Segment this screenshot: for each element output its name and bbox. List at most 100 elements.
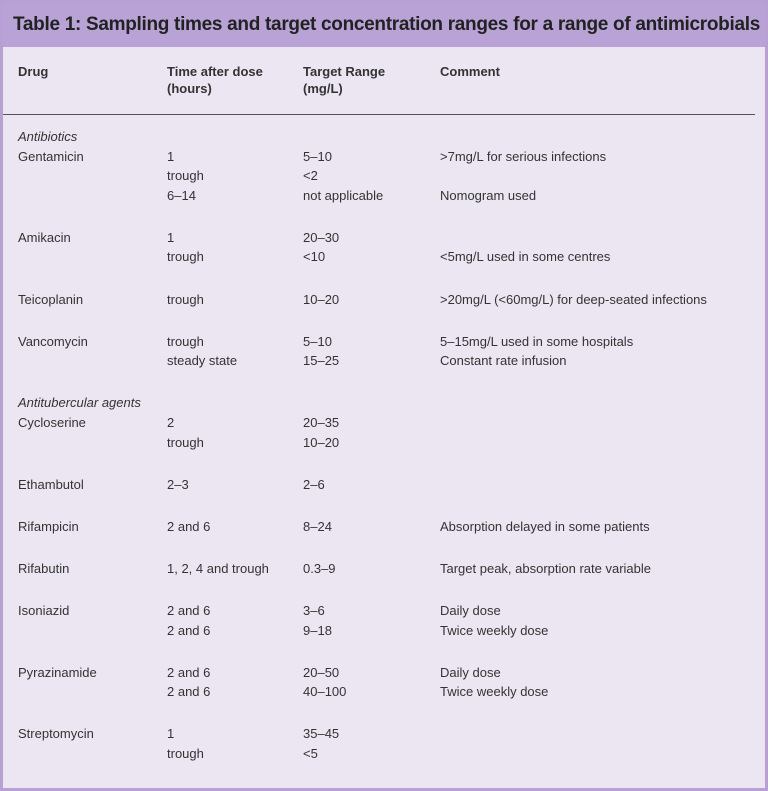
time-cell: 1, 2, 4 and trough [167, 560, 269, 576]
table-row: Streptomycin 1 35–45 [18, 724, 765, 744]
time-cell: 2 and 6 [167, 684, 211, 700]
drug-block: Cycloserine 2 20–35 trough 10–20 [18, 413, 765, 452]
comment-cell: 5–15mg/L used in some hospitals [440, 333, 634, 349]
comment-cell: <5mg/L used in some centres [440, 249, 611, 265]
range-cell: <10 [303, 249, 326, 265]
range-cell: 0.3–9 [303, 560, 336, 576]
drug-name [18, 166, 167, 186]
time-cell: 1 [167, 148, 175, 164]
header-line: Drug [18, 64, 49, 79]
time-cell: 2 [167, 414, 175, 430]
time-cell: 1 [167, 726, 175, 742]
header-line: Time after dose [167, 64, 263, 79]
header-cell: Time after dose (hours) [167, 63, 303, 114]
table-row: trough <2 [18, 166, 765, 186]
table-body: Antibiotics Gentamicin 1 5–10 >7mg/L for ser… [3, 115, 765, 763]
drug-name: Pyrazinamide [18, 664, 97, 680]
comment-cell: >20mg/L (<60mg/L) for deep-seated infect… [440, 291, 707, 307]
comment-cell: Daily dose [440, 602, 501, 618]
range-cell: <5 [303, 745, 318, 761]
drug-name: Amikacin [18, 229, 71, 245]
drug-name: Streptomycin [18, 726, 94, 742]
table-row: Rifabutin 1, 2, 4 and trough 0.3–9 Target p… [18, 559, 765, 579]
time-cell: trough [167, 745, 204, 761]
table-row: Isoniazid 2 and 6 3–6 Daily dose [18, 601, 765, 621]
header-line: Comment [440, 64, 500, 79]
drug-name: Gentamicin [18, 148, 84, 164]
range-cell: 3–6 [303, 602, 325, 618]
comment-cell [440, 724, 765, 744]
header-line: (mg/L) [303, 81, 343, 96]
drug-block: Amikacin 1 20–30 trough <10 <5mg/L used in so… [18, 228, 765, 267]
range-cell: 5–10 [303, 148, 332, 164]
comment-cell [440, 744, 765, 764]
drug-name [18, 186, 167, 206]
range-cell: 10–20 [303, 434, 340, 450]
comment-cell [440, 166, 765, 186]
drug-block: Isoniazid 2 and 6 3–6 Daily dose 2 and 6 9–18… [18, 601, 765, 640]
drug-name: Teicoplanin [18, 291, 84, 307]
time-cell: trough [167, 434, 204, 450]
range-cell: <2 [303, 168, 318, 184]
comment-cell: >7mg/L for serious infections [440, 148, 607, 164]
range-cell: not applicable [303, 187, 384, 203]
time-cell: 2 and 6 [167, 622, 211, 638]
section-label: Antibiotics [18, 129, 78, 144]
drug-block: Ethambutol 2–3 2–6 [18, 475, 765, 495]
comment-cell [440, 475, 765, 495]
drug-block: Teicoplanin trough 10–20 >20mg/L (<60mg/L) … [18, 290, 765, 310]
time-cell: 1 [167, 229, 175, 245]
drug-block: Rifampicin 2 and 6 8–24 Absorption delayed … [18, 517, 765, 537]
range-cell: 2–6 [303, 476, 325, 492]
drug-name: Cycloserine [18, 414, 86, 430]
range-cell: 40–100 [303, 684, 347, 700]
time-cell: trough [167, 291, 204, 307]
drug-block: Pyrazinamide 2 and 6 20–50 Daily dose 2 and … [18, 663, 765, 702]
range-cell: 9–18 [303, 622, 332, 638]
comment-cell: Target peak, absorption rate variable [440, 560, 652, 576]
drug-block: Rifabutin 1, 2, 4 and trough 0.3–9 Target p… [18, 559, 765, 579]
drug-name [18, 351, 167, 371]
table-row: Vancomycin trough 5–10 5–15mg/L used in som… [18, 332, 765, 352]
drug-name: Vancomycin [18, 333, 88, 349]
drug-name [18, 433, 167, 453]
time-cell: trough [167, 333, 204, 349]
drug-name: Rifabutin [18, 560, 70, 576]
time-cell: 2 and 6 [167, 664, 211, 680]
header-row: Drug Time after dose (hours) Target Range (m… [3, 47, 755, 115]
header-line: (hours) [167, 81, 212, 96]
range-cell: 10–20 [303, 291, 340, 307]
range-cell: 5–10 [303, 333, 332, 349]
header-line: Target Range [303, 64, 386, 79]
range-cell: 15–25 [303, 353, 340, 369]
comment-cell: Twice weekly dose [440, 622, 549, 638]
table-row: Cycloserine 2 20–35 [18, 413, 765, 433]
drug-name: Isoniazid [18, 602, 70, 618]
header-cell: Target Range (mg/L) [303, 63, 440, 114]
range-cell: 35–45 [303, 726, 340, 742]
drug-block: Vancomycin trough 5–10 5–15mg/L used in som… [18, 332, 765, 371]
comment-cell: Constant rate infusion [440, 353, 567, 369]
table-row: Gentamicin 1 5–10 >7mg/L for serious infect… [18, 147, 765, 167]
time-cell: 2–3 [167, 476, 189, 492]
range-cell: 8–24 [303, 518, 332, 534]
comment-cell [440, 433, 765, 453]
table-title: Table 1: Sampling times and target conce… [3, 3, 765, 47]
table-row: steady state 15–25 Constant rate infusion [18, 351, 765, 371]
table-row: Teicoplanin trough 10–20 >20mg/L (<60mg/L) … [18, 290, 765, 310]
time-cell: 6–14 [167, 187, 196, 203]
header-cell: Drug [18, 63, 167, 114]
table-row: Ethambutol 2–3 2–6 [18, 475, 765, 495]
drug-name [18, 621, 167, 641]
table-row: 2 and 6 40–100 Twice weekly dose [18, 682, 765, 702]
comment-cell [440, 413, 765, 433]
table-row: trough <10 <5mg/L used in some centres [18, 247, 765, 267]
range-cell: 20–30 [303, 229, 340, 245]
table-row: 2 and 6 9–18 Twice weekly dose [18, 621, 765, 641]
table-row: 6–14 not applicable Nomogram used [18, 186, 765, 206]
comment-cell: Twice weekly dose [440, 684, 549, 700]
table-row: trough <5 [18, 744, 765, 764]
comment-cell [440, 228, 765, 248]
